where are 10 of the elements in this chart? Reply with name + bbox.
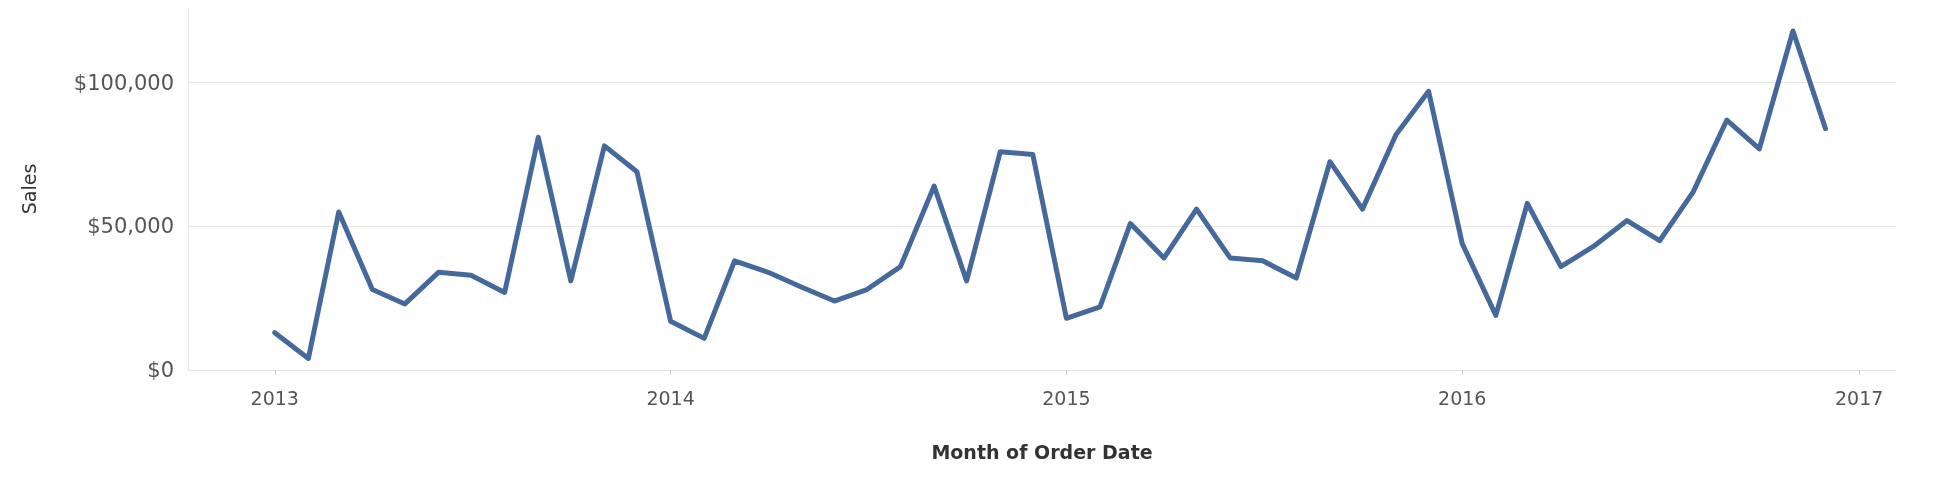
x-axis-title: Month of Order Date	[931, 440, 1153, 463]
x-tick-label: 2017	[1834, 386, 1884, 409]
y-tick-label: $100,000	[73, 70, 174, 95]
x-tick-label: 2013	[250, 386, 299, 409]
y-axis-title: Sales	[17, 163, 40, 215]
y-tick-label: $50,000	[87, 214, 174, 239]
x-tick-label: 2016	[1438, 386, 1487, 409]
y-tick-label: $0	[147, 358, 174, 382]
x-tick-label: 2015	[1042, 386, 1091, 409]
x-tick-label: 2014	[646, 386, 695, 409]
